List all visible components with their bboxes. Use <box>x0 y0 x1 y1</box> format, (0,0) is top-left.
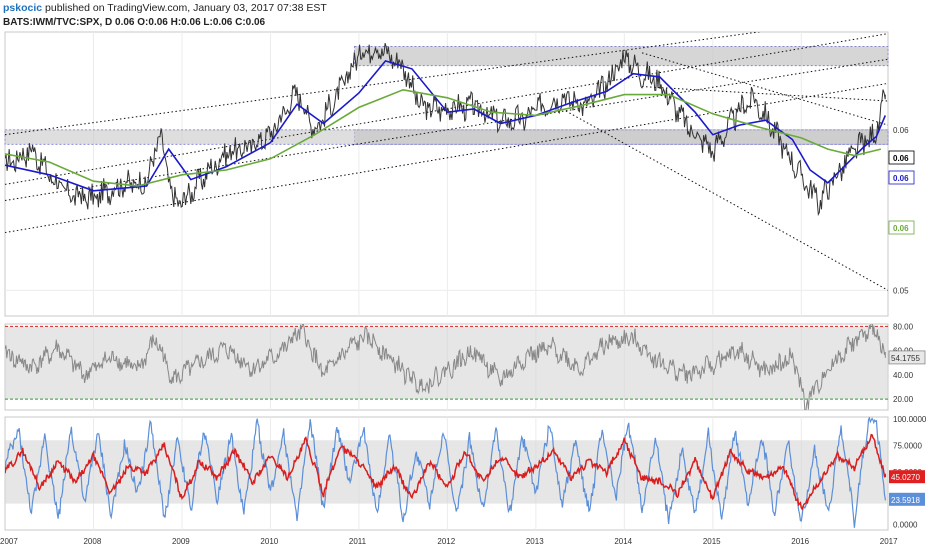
price-tag <box>888 220 915 235</box>
rsi-line <box>5 324 886 410</box>
x-axis-year-label: 2011 <box>349 537 367 546</box>
stoch-value-tag <box>889 470 925 484</box>
x-axis-year-label: 2010 <box>260 537 278 546</box>
price-axis-tick: 0.06 <box>893 126 909 135</box>
rsi-axis-tick: 80.00 <box>893 322 914 331</box>
stoch-value-tag <box>889 492 925 506</box>
stoch-value-label: 45.0270 <box>891 473 920 482</box>
support-band <box>4 129 889 145</box>
x-axis-year-label: 2015 <box>703 537 721 546</box>
x-axis-year-label: 2008 <box>83 537 101 546</box>
price-tag <box>888 150 915 165</box>
trend-line <box>5 82 888 234</box>
publish-header: pskocic published on TradingView.com, Ja… <box>3 2 327 14</box>
x-axis-year-label: 2009 <box>172 537 190 546</box>
rsi-axis-tick: 40.00 <box>893 371 914 380</box>
stoch-d-line <box>5 433 887 511</box>
stoch-axis-tick: 0.0000 <box>893 521 918 530</box>
price-tag-label: 0.06 <box>893 174 909 183</box>
publish-info: published on TradingView.com, January 03… <box>45 2 327 14</box>
stoch-axis-tick: 75.0000 <box>893 442 922 451</box>
rsi-value-tag <box>888 350 926 365</box>
rsi-value-label: 54.1755 <box>891 354 920 363</box>
x-axis-year-label: 2013 <box>526 537 544 546</box>
trend-line <box>641 52 888 126</box>
x-axis-year-label: 2017 <box>880 537 898 546</box>
fast-ma-line <box>5 59 887 192</box>
price-tag-label: 0.06 <box>893 154 909 163</box>
x-axis-year-label: 2007 <box>0 537 18 546</box>
trend-line <box>642 86 888 102</box>
pane-1-frame <box>4 31 889 317</box>
price-tag-label: 0.06 <box>893 224 909 233</box>
price-axis-tick: 0.05 <box>893 286 909 295</box>
trend-line <box>5 32 763 136</box>
resistance-band <box>354 46 889 67</box>
stoch-k-line <box>5 417 886 528</box>
stoch-band <box>5 440 888 504</box>
slow-ma-line <box>5 88 882 187</box>
stoch-axis-tick: 100.0000 <box>893 415 927 424</box>
price-tag <box>888 170 915 185</box>
x-axis-year-label: 2016 <box>791 537 809 546</box>
author-name[interactable]: pskocic <box>3 2 43 14</box>
trend-line <box>5 33 888 185</box>
stoch-value-label: 23.5918 <box>891 496 920 505</box>
price-line <box>5 43 886 217</box>
rsi-axis-tick: 20.00 <box>893 395 914 404</box>
symbol-ohlc-line: BATS:IWM/TVC:SPX, D 0.06 O:0.06 H:0.06 L… <box>3 17 266 28</box>
x-axis-year-label: 2012 <box>437 537 455 546</box>
x-axis-year-label: 2014 <box>614 537 632 546</box>
